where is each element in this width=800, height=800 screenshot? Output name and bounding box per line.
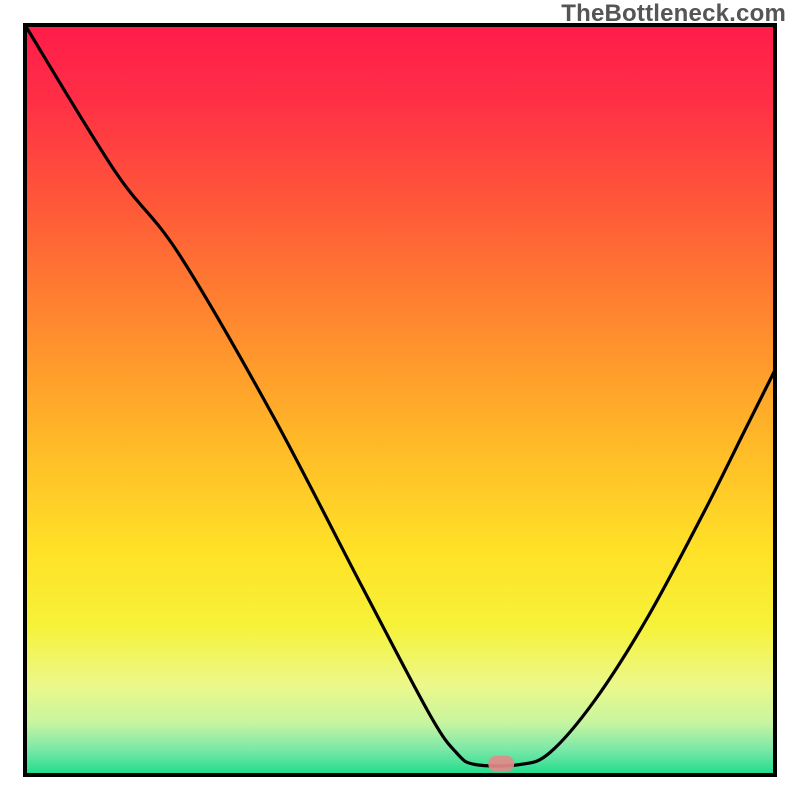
minimum-marker <box>488 756 514 772</box>
bottleneck-curve-chart <box>0 0 800 800</box>
chart-container: TheBottleneck.com <box>0 0 800 800</box>
